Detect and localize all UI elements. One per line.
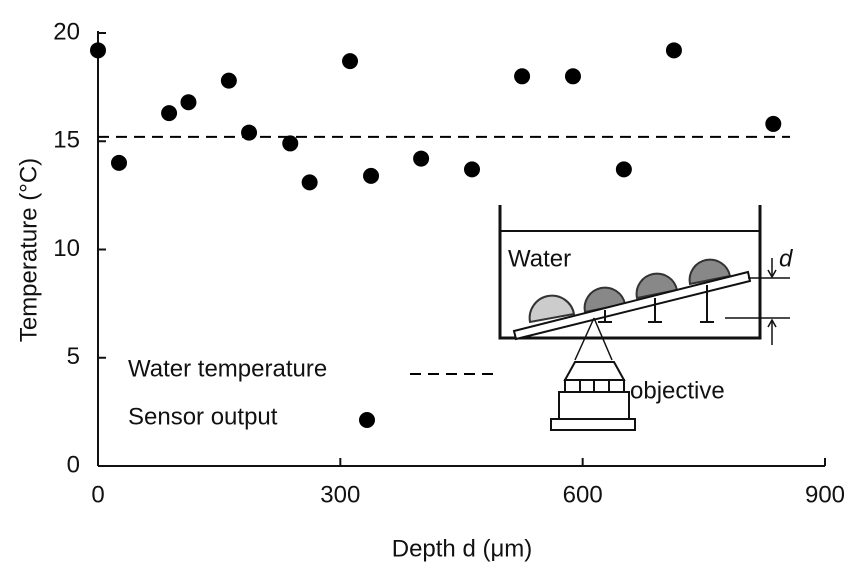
data-point [413, 150, 430, 167]
data-point [342, 53, 359, 70]
x-tick-label: 600 [563, 481, 603, 508]
inset-label: d [779, 245, 793, 272]
y-tick-label: 0 [67, 451, 80, 478]
data-point [514, 68, 531, 85]
data-point [363, 167, 380, 184]
y-tick-label: 10 [53, 235, 80, 262]
legend-label: Water temperature [128, 355, 327, 382]
legend-label: Sensor output [128, 403, 278, 430]
data-point [90, 42, 106, 59]
data-point [161, 105, 178, 122]
y-tick-label: 5 [67, 343, 80, 370]
data-point [464, 161, 481, 178]
legend-swatch [359, 412, 375, 428]
data-point [665, 42, 682, 59]
data-point [301, 174, 318, 191]
inset-diagram [498, 205, 790, 431]
inset-label: Water [508, 245, 571, 272]
data-point [615, 161, 632, 178]
x-tick-label: 300 [320, 481, 360, 508]
x-tick-label: 900 [805, 481, 845, 508]
data-point [765, 115, 782, 132]
data-point [282, 135, 299, 152]
x-axis-label: Depth d (μm) [392, 535, 533, 562]
y-tick-label: 15 [53, 127, 80, 154]
y-tick-label: 20 [53, 18, 80, 45]
data-point [564, 68, 581, 85]
data-point [111, 154, 128, 171]
data-point [220, 72, 237, 89]
y-axis-label: Temperature (°C) [15, 158, 42, 342]
x-tick-label: 0 [91, 481, 104, 508]
inset-label: objective [630, 377, 725, 404]
data-point [180, 94, 197, 111]
data-point [241, 124, 258, 141]
